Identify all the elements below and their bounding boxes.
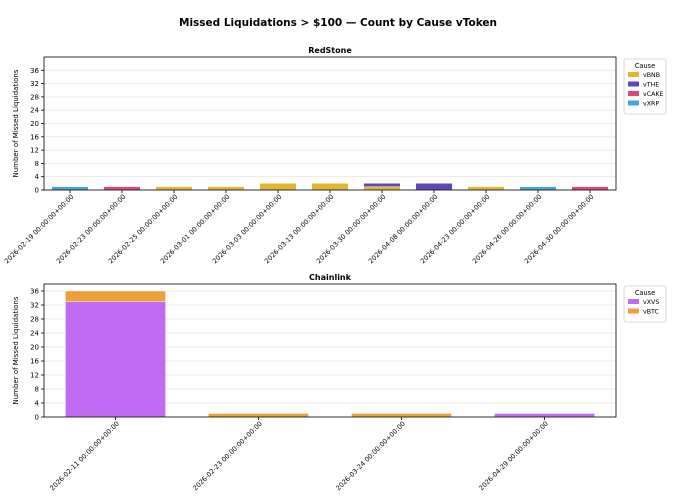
y-tick-label: 0 — [35, 187, 39, 195]
panel-chainlink: Chainlink 0 4 8 12 16 20 24 28 32 36 Number of Miss… — [12, 273, 667, 493]
y-tick-label: 24 — [30, 330, 39, 338]
x-tick-label: 2026-04-29 00:00:00+00:00 — [477, 420, 550, 493]
panel-title: RedStone — [308, 46, 352, 55]
bar-vcake-10 — [571, 186, 609, 191]
legend-label-vthe: vTHE — [643, 82, 659, 89]
bar-vxrp-9 — [519, 186, 557, 191]
y-tick-label: 32 — [30, 80, 39, 88]
bar-vcake-1 — [103, 186, 141, 191]
x-tick-label: 2026-03-24 00:00:00+00:00 — [334, 420, 407, 493]
bar-vbtc-2 — [351, 413, 452, 418]
y-axis-label: Number of Missed Liquidations — [12, 296, 20, 404]
legend-title: Cause — [635, 62, 655, 70]
figure-title: Missed Liquidations > $100 — Count by Ca… — [179, 17, 497, 29]
chart-panels: RedStone 0 4 8 12 16 20 24 28 32 36 Number of Misse… — [3, 46, 667, 493]
bar-vbtc-1 — [208, 413, 309, 418]
bar-vxvs-0 — [65, 301, 166, 418]
y-tick-label: 36 — [30, 67, 39, 75]
bar-vthe-6 — [363, 183, 401, 187]
legend-swatch-vbnb — [628, 72, 639, 77]
y-tick-label: 12 — [30, 147, 39, 155]
legend-label-vbtc: vBTC — [643, 309, 660, 316]
y-tick-label: 36 — [30, 288, 39, 296]
y-tick-label: 4 — [35, 173, 40, 181]
y-axis-label: Number of Missed Liquidations — [12, 69, 20, 177]
bar-vbnb-2 — [155, 186, 193, 191]
y-tick-label: 28 — [30, 316, 39, 324]
y-tick-label: 32 — [30, 302, 39, 310]
legend-swatch-vxvs — [628, 299, 639, 304]
y-tick-label: 16 — [30, 358, 39, 366]
y-tick-label: 20 — [30, 344, 39, 352]
plot-frame — [43, 283, 617, 418]
bar-vbtc-0 — [65, 290, 166, 302]
legend-title: Cause — [635, 289, 655, 297]
bar-vbnb-3 — [207, 186, 245, 191]
bar-vxvs-3 — [494, 413, 595, 418]
x-tick-label: 2026-02-23 00:00:00+00:00 — [191, 420, 264, 493]
bar-vbnb-5 — [311, 183, 349, 191]
legend-swatch-vthe — [628, 81, 639, 87]
legend-swatch-vxrp — [628, 100, 639, 106]
legend: Cause vBNB vTHE vCAKE vXRP — [623, 58, 667, 115]
bar-vthe-7 — [415, 183, 453, 191]
legend-swatch-vbtc — [628, 308, 639, 314]
bar-vbnb-4 — [259, 183, 297, 191]
legend-label-vbnb: vBNB — [643, 72, 660, 79]
legend: Cause vXVS vBTC — [623, 285, 667, 323]
y-tick-label: 24 — [30, 107, 39, 115]
y-tick-label: 4 — [35, 400, 40, 408]
legend-swatch-vcake — [628, 91, 639, 96]
x-tick-label: 2026-02-11 00:00:00+00:00 — [48, 420, 121, 493]
bar-vbnb-6 — [363, 186, 401, 191]
y-tick-label: 16 — [30, 133, 39, 141]
y-tick-label: 8 — [35, 160, 39, 168]
bar-vbnb-8 — [467, 186, 505, 191]
y-tick-label: 8 — [35, 386, 39, 394]
panel-redstone: RedStone 0 4 8 12 16 20 24 28 32 36 Number of Misse… — [3, 46, 667, 265]
bar-vxrp-0 — [51, 186, 89, 191]
legend-label-vxvs: vXVS — [643, 299, 659, 306]
y-tick-label: 20 — [30, 120, 39, 128]
y-tick-label: 28 — [30, 93, 39, 101]
legend-label-vcake: vCAKE — [643, 91, 664, 98]
y-tick-label: 0 — [35, 414, 39, 422]
legend-label-vxrp: vXRP — [643, 101, 659, 108]
panel-title: Chainlink — [309, 273, 352, 282]
y-tick-label: 12 — [30, 372, 39, 380]
